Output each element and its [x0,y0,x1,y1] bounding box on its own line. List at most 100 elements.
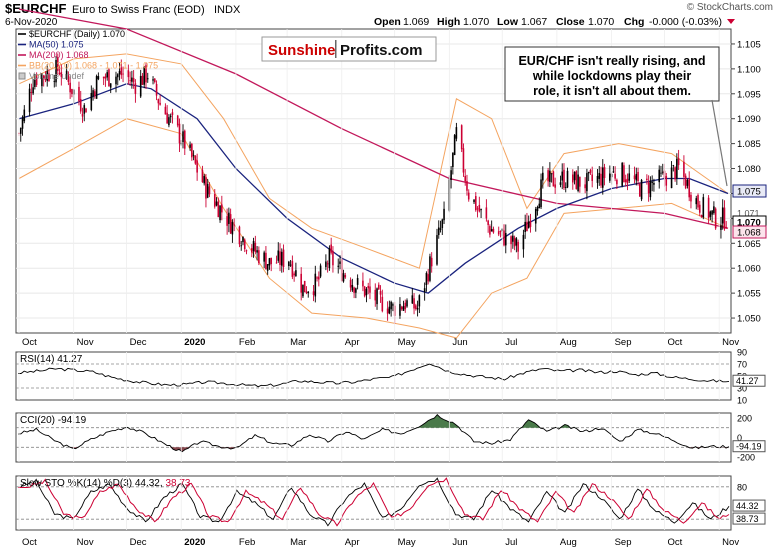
candle-body [571,174,574,183]
x-tick-label: Sep [615,537,632,548]
candle-body [55,59,57,83]
candle-body [512,235,514,242]
candle-body [57,57,59,71]
svg-text:Close: Close [556,16,585,28]
candle-body [596,175,599,183]
candle-body [399,304,401,316]
candle-body [674,167,676,180]
candle-body [203,176,205,184]
candle-body [143,66,146,85]
candle-body [307,291,310,294]
sunshine-profits-logo: Sunshine Profits.com [261,36,437,62]
candle-body [406,300,408,307]
candle-body [217,201,220,218]
candle-body [612,171,615,173]
x-tick-label: Aug [560,337,577,348]
candle-body [586,173,588,192]
candle-body [79,98,82,112]
candle-body [430,257,433,267]
candle-body [157,99,160,104]
candle-body [228,212,230,224]
candle-body [589,170,592,173]
candle-body [686,179,689,186]
candle-body [653,183,655,185]
value-label-box [732,184,767,198]
chart-exchange: INDX [214,4,241,16]
candle-body [661,171,664,173]
candle-body [118,70,121,75]
candle-body [330,244,332,253]
annotation-box: EUR/CHF isn't really rising, and while lo… [504,46,728,187]
candle-body [83,105,86,114]
candle-body [415,305,417,309]
candle-body [492,228,495,233]
candle-body [42,75,45,79]
x-tick-label: Nov [77,337,94,348]
candle-body [58,72,61,75]
candle-body [522,234,525,250]
candle-body [684,175,687,189]
x-tick-label: Oct [668,337,683,348]
x-tick-label: Nov [722,537,739,548]
svg-text:High: High [437,16,460,28]
candle-body [302,284,304,297]
candle-body [423,288,426,292]
legend-item: MA(50) 1.075 [29,40,84,50]
candle-body [332,251,334,266]
candle-body [288,261,290,267]
candle-body [721,207,724,224]
indicator-line [18,363,730,388]
candle-body [635,173,638,181]
candle-body [677,158,680,166]
y-tick-label: 80 [737,482,747,492]
x-tick-label: Mar [290,537,306,548]
candle-body [672,165,675,167]
candle-body [515,238,518,246]
indicator-line [17,413,730,453]
panel-title: CCI(20) -94.19 [20,415,87,426]
y-tick-label: 0 [737,433,742,443]
panel-title: RSI(14) 41.27 [20,354,83,365]
svg-text:Chg: Chg [624,16,644,28]
candle-body [353,287,355,293]
candle-body [183,130,186,149]
candle-body [646,178,648,180]
indicator-line [17,477,730,527]
candle-body [277,250,280,261]
legend-item: MA(200) 1.068 [29,50,89,60]
candle-body [300,273,302,293]
candle-body [427,274,429,282]
y-tick-label: 1.105 [737,39,761,50]
x-tick-label: Oct [668,537,683,548]
candle-body [418,295,421,307]
candle-body [132,77,135,83]
candle-body [48,73,50,82]
candle-body [275,262,278,264]
candle-body [637,171,639,182]
svg-text:-0.000 (-0.03%): -0.000 (-0.03%) [649,16,722,28]
y-tick-label: 200 [737,413,752,423]
chart-name: Euro to Swiss Franc (EOD) [72,4,205,16]
candle-body [189,144,191,148]
candle-body [526,221,528,232]
candle-body [542,172,544,181]
candle-body [208,186,211,195]
candle-body [566,170,569,188]
candle-body [266,264,269,271]
y-tick-label: 1.050 [737,314,761,325]
candle-body [411,295,414,304]
candle-body [44,75,47,81]
candle-body [379,291,382,295]
candle-body [450,170,452,180]
candle-body [554,184,556,188]
candle-body [487,220,489,225]
candle-body [303,280,306,293]
candle-body [573,171,576,181]
candle-body [534,208,537,224]
candle-body [263,252,265,262]
candle-body [400,306,403,310]
candle-body [295,270,297,277]
cci-panel: 200 0 -200-94.19 CCI(20) -94.19 [15,412,766,463]
candle-body [305,291,308,294]
